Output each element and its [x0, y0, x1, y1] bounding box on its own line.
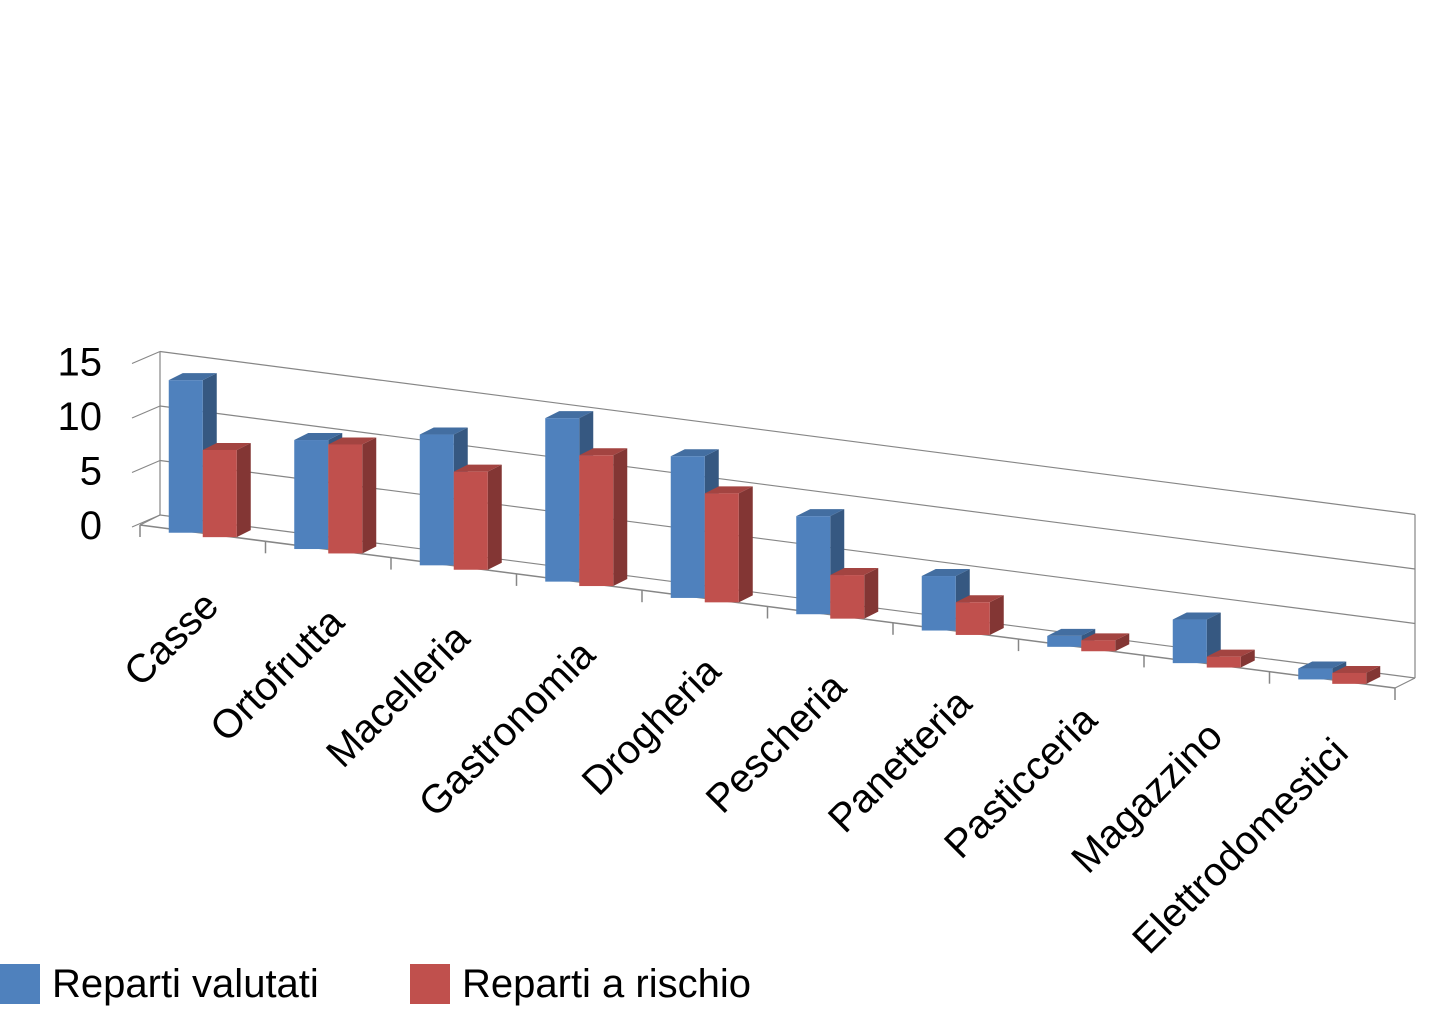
bar-reparti-valutati	[670, 456, 705, 598]
gridline	[159, 405, 1416, 570]
bar-reparti-valutati	[1047, 635, 1082, 647]
bar-top-reparti-a-rischio	[955, 595, 1004, 603]
bar-side-reparti-a-rischio	[1240, 649, 1255, 668]
bar-reparti-a-rischio	[1206, 656, 1241, 668]
bar-reparti-valutati	[1298, 668, 1333, 680]
bar-top-reparti-a-rischio	[1332, 665, 1381, 673]
legend-label-reparti-valutati: Reparti valutati	[52, 962, 319, 1006]
bar-reparti-valutati	[796, 516, 831, 615]
bar-reparti-a-rischio	[1332, 672, 1367, 684]
bar-side-reparti-valutati	[1206, 612, 1221, 664]
bar-reparti-a-rischio	[1081, 640, 1116, 652]
bar-side-reparti-a-rischio	[487, 464, 502, 570]
bar-top-reparti-valutati	[921, 569, 970, 577]
x-tick-label: Ortofrutta	[202, 599, 353, 750]
y-tick-label: 15	[58, 341, 103, 385]
bar-side-reparti-a-rischio	[1115, 633, 1130, 652]
bar-side-reparti-a-rischio	[362, 437, 377, 554]
bar-reparti-a-rischio	[830, 575, 865, 619]
y-tick-mark	[131, 351, 161, 364]
gridline	[159, 350, 1416, 516]
legend-item-reparti-a-rischio: Reparti a rischio	[410, 960, 751, 1008]
bar-top-reparti-valutati	[545, 411, 594, 419]
y-tick-mark	[131, 405, 161, 419]
bar-top-reparti-valutati	[670, 449, 719, 457]
bar-top-reparti-a-rischio	[453, 464, 502, 472]
floor-left-edge	[139, 514, 161, 526]
y-tick-label: 5	[80, 450, 102, 494]
bar-reparti-a-rischio	[453, 471, 488, 570]
legend-item-reparti-valutati: Reparti valutati	[0, 960, 319, 1008]
bar-reparti-a-rischio	[328, 444, 363, 554]
bar-top-reparti-valutati	[1047, 628, 1096, 636]
bar-reparti-valutati	[294, 440, 329, 550]
x-tick-label: Drogheria	[574, 648, 730, 804]
bar-reparti-a-rischio	[202, 449, 237, 538]
legend-swatch-reparti-a-rischio	[410, 964, 450, 1004]
bar-top-reparti-valutati	[796, 509, 845, 517]
bar-reparti-valutati	[921, 576, 956, 631]
legend-label-reparti-a-rischio: Reparti a rischio	[462, 962, 752, 1006]
y-tick-label: 10	[58, 395, 103, 439]
bar-reparti-valutati	[545, 418, 580, 582]
bar-top-reparti-valutati	[294, 433, 343, 441]
floor-right-edge	[1394, 677, 1416, 689]
legend-swatch-reparti-valutati	[0, 964, 40, 1004]
bar-reparti-valutati	[1172, 619, 1207, 664]
bar-top-reparti-a-rischio	[1081, 633, 1130, 641]
bar-top-reparti-a-rischio	[704, 486, 753, 494]
bar-top-reparti-a-rischio	[1206, 649, 1255, 657]
bar-side-reparti-a-rischio	[613, 448, 628, 587]
bar-top-reparti-valutati	[419, 427, 468, 435]
bar-side-reparti-a-rischio	[1366, 665, 1381, 684]
x-tick-label: Casse	[116, 583, 227, 694]
chart-plot: 051015CasseOrtofruttaMacelleriaGastronom…	[58, 341, 1416, 960]
bar-top-reparti-valutati	[168, 373, 217, 381]
legend: Reparti valutati Reparti a rischio	[0, 960, 1429, 1010]
bar-reparti-valutati	[168, 380, 203, 533]
bar-top-reparti-a-rischio	[830, 568, 879, 576]
bar-reparti-a-rischio	[704, 493, 739, 603]
bar-reparti-a-rischio	[955, 602, 990, 635]
bar-top-reparti-a-rischio	[579, 448, 628, 456]
bar-side-reparti-a-rischio	[236, 442, 251, 538]
y-tick-mark	[131, 460, 161, 473]
bar-top-reparti-valutati	[1298, 661, 1347, 669]
bar-top-reparti-a-rischio	[328, 437, 377, 445]
bar-top-reparti-valutati	[1172, 612, 1221, 620]
bar-side-reparti-a-rischio	[738, 486, 753, 603]
bar-side-reparti-a-rischio	[989, 595, 1004, 635]
y-tick-label: 0	[80, 504, 102, 548]
bar-reparti-valutati	[419, 434, 454, 566]
bar-reparti-a-rischio	[579, 455, 614, 587]
bar-top-reparti-a-rischio	[202, 442, 251, 450]
bar-side-reparti-a-rischio	[864, 568, 879, 619]
